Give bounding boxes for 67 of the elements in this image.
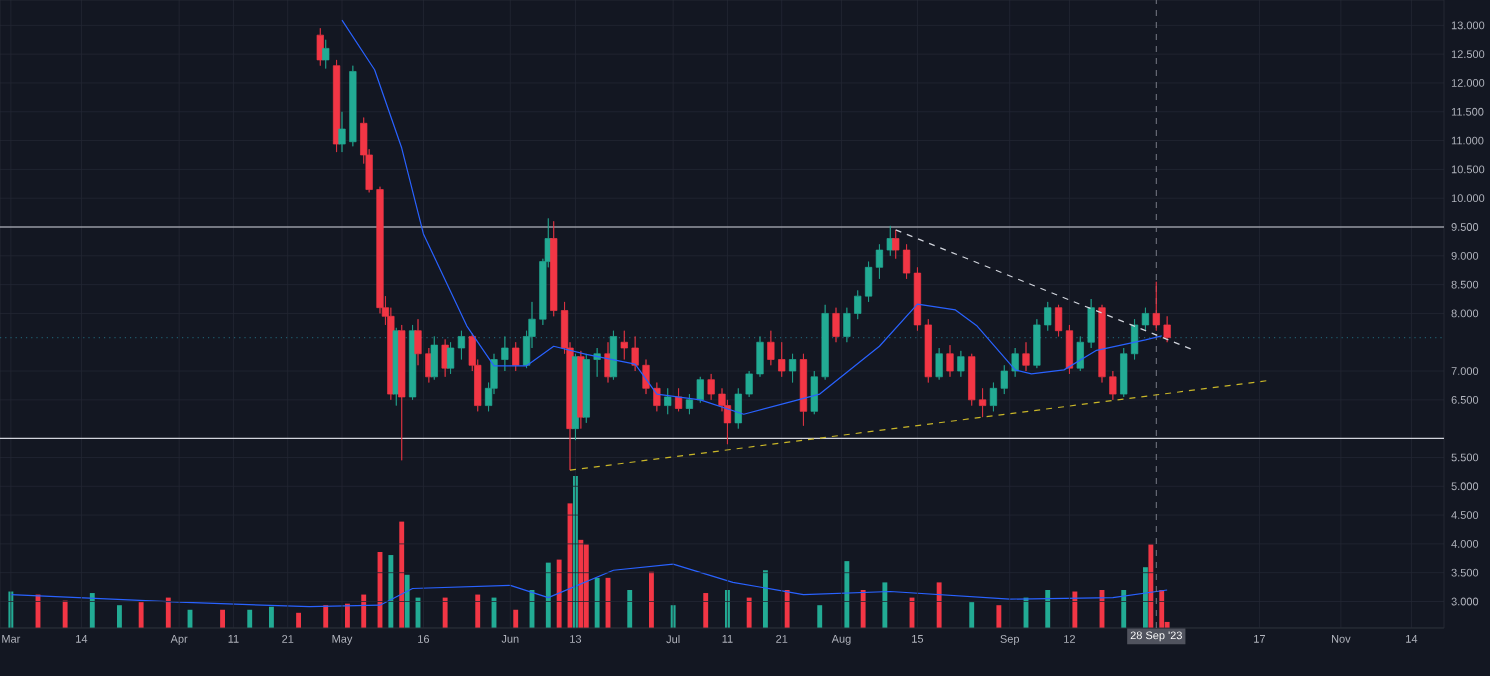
candlestick — [832, 307, 840, 343]
candlestick — [957, 350, 965, 378]
candlestick — [457, 330, 466, 360]
bar — [116, 605, 122, 628]
candlestick — [332, 59, 341, 153]
candlestick — [664, 387, 672, 415]
candlestick — [674, 387, 683, 412]
bar — [703, 593, 709, 628]
candlestick — [799, 353, 808, 427]
bar — [594, 577, 600, 628]
bar — [442, 597, 448, 628]
bar — [996, 605, 1002, 628]
bar — [969, 602, 975, 628]
bar — [62, 600, 68, 628]
bar — [746, 597, 752, 628]
bar — [1159, 590, 1165, 628]
bar — [545, 562, 551, 628]
bar — [513, 609, 519, 628]
candlestick — [604, 341, 612, 383]
candlestick — [446, 341, 455, 375]
bar — [936, 582, 942, 628]
bar — [399, 521, 405, 628]
bar — [165, 597, 171, 628]
bar — [323, 605, 329, 628]
bar — [817, 605, 823, 628]
bar — [1072, 591, 1078, 628]
bar — [1148, 544, 1154, 628]
bar — [1045, 590, 1051, 628]
bar — [296, 612, 302, 628]
bar — [578, 539, 584, 628]
bar — [268, 606, 274, 628]
bar — [583, 544, 589, 628]
candlestick — [512, 341, 520, 372]
bar — [784, 590, 790, 628]
bar — [475, 594, 481, 628]
bar — [388, 555, 394, 628]
bar — [404, 574, 410, 628]
candlestick — [441, 339, 449, 378]
candlestick — [398, 324, 406, 461]
candlestick — [946, 344, 954, 378]
bar — [556, 559, 562, 628]
candlestick — [322, 39, 330, 69]
bar — [882, 582, 888, 628]
candlestick — [685, 393, 694, 415]
bar — [844, 561, 850, 628]
bar — [247, 609, 253, 628]
bar — [89, 593, 95, 628]
candlestick — [696, 376, 704, 404]
line-series — [341, 19, 1163, 415]
bar — [361, 594, 367, 628]
candlestick — [316, 27, 324, 67]
candlestick — [1054, 304, 1063, 337]
bar — [138, 602, 144, 628]
bar — [1121, 590, 1127, 628]
candlestick — [609, 330, 618, 381]
bar — [860, 590, 866, 628]
candlestick — [1065, 324, 1074, 375]
bar — [220, 609, 226, 628]
bar — [648, 571, 654, 628]
candlestick — [1141, 307, 1150, 332]
bar — [627, 590, 633, 628]
candlestick — [1022, 341, 1030, 372]
candlestick — [788, 353, 797, 383]
candlestick — [430, 336, 438, 381]
candlestick — [935, 347, 943, 381]
bar — [762, 570, 768, 628]
bar — [1142, 567, 1148, 628]
